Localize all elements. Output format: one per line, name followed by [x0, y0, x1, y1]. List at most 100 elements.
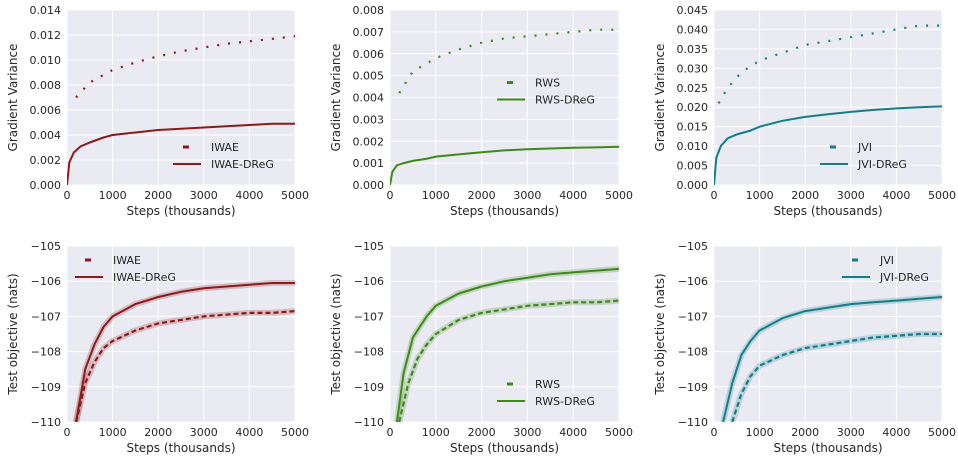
- x-tick-label: 2000: [144, 426, 172, 439]
- x-axis-label: Steps (thousands): [450, 441, 559, 455]
- x-tick-label: 5000: [281, 189, 309, 202]
- y-tick-label: −105: [354, 240, 384, 253]
- x-tick-label: 3000: [513, 426, 541, 439]
- legend: JVI JVI-DReG: [820, 141, 907, 171]
- x-tick-label: 4000: [235, 426, 263, 439]
- y-tick-label: −109: [678, 381, 708, 394]
- y-tick-label: 0.035: [677, 43, 709, 56]
- y-tick-label: −110: [678, 416, 708, 429]
- x-tick-label: 5000: [605, 426, 633, 439]
- x-tick-label: 2000: [468, 426, 496, 439]
- legend-entry: RWS: [535, 77, 560, 90]
- x-tick-label: 3000: [190, 189, 218, 202]
- legend-entry: JVI: [879, 254, 894, 267]
- y-axis-label: Gradient Variance: [653, 44, 667, 152]
- x-tick-label: 3000: [513, 189, 541, 202]
- x-tick-label: 1000: [99, 189, 127, 202]
- y-tick-label: −106: [354, 275, 384, 288]
- series-line-jvi: [731, 332, 942, 422]
- y-tick-label: −105: [678, 240, 708, 253]
- series-line-rws-dreg: [390, 145, 619, 185]
- series-line-iwae-dreg: [67, 122, 295, 185]
- y-tick-label: 0.004: [353, 92, 385, 105]
- y-tick-label: −109: [354, 381, 384, 394]
- y-tick-label: 0.025: [677, 82, 709, 95]
- y-tick-label: −109: [31, 381, 61, 394]
- x-tick-label: 5000: [605, 189, 633, 202]
- x-tick-label: 0: [387, 426, 394, 439]
- chart-panel-bottom-right: 0 1000 2000 3000 4000 5000 −110 −109 −108 −107 −10…: [653, 240, 956, 455]
- y-tick-label: 0.015: [677, 121, 709, 134]
- x-tick-label: 4000: [882, 426, 910, 439]
- x-tick-label: 2000: [144, 189, 172, 202]
- legend-entry: JVI-DReG: [857, 158, 907, 171]
- y-tick-label: 0.045: [677, 4, 709, 17]
- legend-entry: IWAE: [211, 141, 239, 154]
- y-tick-label: 0.001: [353, 157, 385, 170]
- x-tick-label: 0: [387, 189, 394, 202]
- series-line-iwae: [75, 310, 295, 422]
- y-tick-label: −106: [678, 275, 708, 288]
- y-tick-label: 0.003: [353, 113, 385, 126]
- y-tick-label: 0.012: [30, 29, 62, 42]
- y-tick-label: 0.005: [353, 70, 385, 83]
- y-tick-label: −106: [31, 275, 61, 288]
- legend-entry: RWS: [535, 378, 560, 391]
- y-tick-label: 0.006: [30, 104, 62, 117]
- x-tick-label: 1000: [99, 426, 127, 439]
- x-tick-label: 2000: [791, 426, 819, 439]
- x-tick-label: 0: [711, 426, 718, 439]
- legend-entry: IWAE-DReG: [113, 271, 176, 284]
- chart-panel-top-left: 0 1000 2000 3000 4000 5000 0.000 0.002 0.004 0.00…: [6, 4, 309, 218]
- plot-area: [714, 10, 942, 185]
- series-line-jvi-dreg: [714, 105, 942, 185]
- y-tick-label: −110: [31, 416, 61, 429]
- y-tick-label: −108: [678, 346, 708, 359]
- x-tick-label: 4000: [559, 426, 587, 439]
- legend-entry: RWS-DReG: [535, 94, 595, 107]
- x-tick-label: 5000: [281, 426, 309, 439]
- y-tick-label: 0.002: [353, 135, 385, 148]
- chart-panel-bottom-left: 0 1000 2000 3000 4000 5000 −110 −109 −108 −107 −10…: [6, 240, 309, 455]
- legend: IWAE IWAE-DReG: [75, 254, 176, 284]
- x-tick-label: 1000: [746, 426, 774, 439]
- y-tick-label: 0.007: [353, 26, 385, 39]
- series-line-iwae-dreg: [75, 282, 295, 422]
- y-tick-label: −107: [354, 310, 384, 323]
- y-axis-label: Test objective (nats): [329, 273, 343, 395]
- y-tick-label: 0.006: [353, 48, 385, 61]
- y-axis-label: Gradient Variance: [6, 44, 20, 152]
- x-tick-label: 3000: [837, 189, 865, 202]
- legend-entry: JVI-DReG: [879, 271, 929, 284]
- y-tick-label: −105: [31, 240, 61, 253]
- y-tick-label: 0.014: [30, 4, 62, 17]
- legend-entry: IWAE-DReG: [211, 158, 274, 171]
- y-tick-label: 0.005: [677, 160, 709, 173]
- y-tick-label: 0.000: [30, 179, 62, 192]
- y-tick-label: 0.002: [30, 154, 62, 167]
- x-tick-label: 0: [64, 189, 71, 202]
- y-tick-label: −107: [678, 310, 708, 323]
- y-axis-label: Test objective (nats): [653, 273, 667, 395]
- plot-area: [390, 246, 619, 422]
- x-tick-label: 1000: [422, 426, 450, 439]
- x-tick-label: 4000: [882, 189, 910, 202]
- x-tick-label: 3000: [837, 426, 865, 439]
- legend: JVI JVI-DReG: [842, 254, 929, 284]
- legend: RWS RWS-DReG: [497, 77, 595, 107]
- legend: RWS RWS-DReG: [497, 378, 595, 408]
- x-tick-label: 4000: [559, 189, 587, 202]
- plot-area: [67, 246, 295, 422]
- y-tick-label: −108: [31, 346, 61, 359]
- plot-area: [67, 10, 295, 185]
- x-tick-label: 2000: [468, 189, 496, 202]
- x-tick-label: 0: [711, 189, 718, 202]
- x-tick-label: 5000: [928, 189, 956, 202]
- x-tick-label: 1000: [746, 189, 774, 202]
- x-tick-label: 4000: [235, 189, 263, 202]
- x-axis-label: Steps (thousands): [126, 204, 235, 218]
- y-tick-label: 0.010: [30, 54, 62, 67]
- y-tick-label: 0.020: [677, 101, 709, 114]
- x-axis-label: Steps (thousands): [450, 204, 559, 218]
- y-tick-label: −107: [31, 310, 61, 323]
